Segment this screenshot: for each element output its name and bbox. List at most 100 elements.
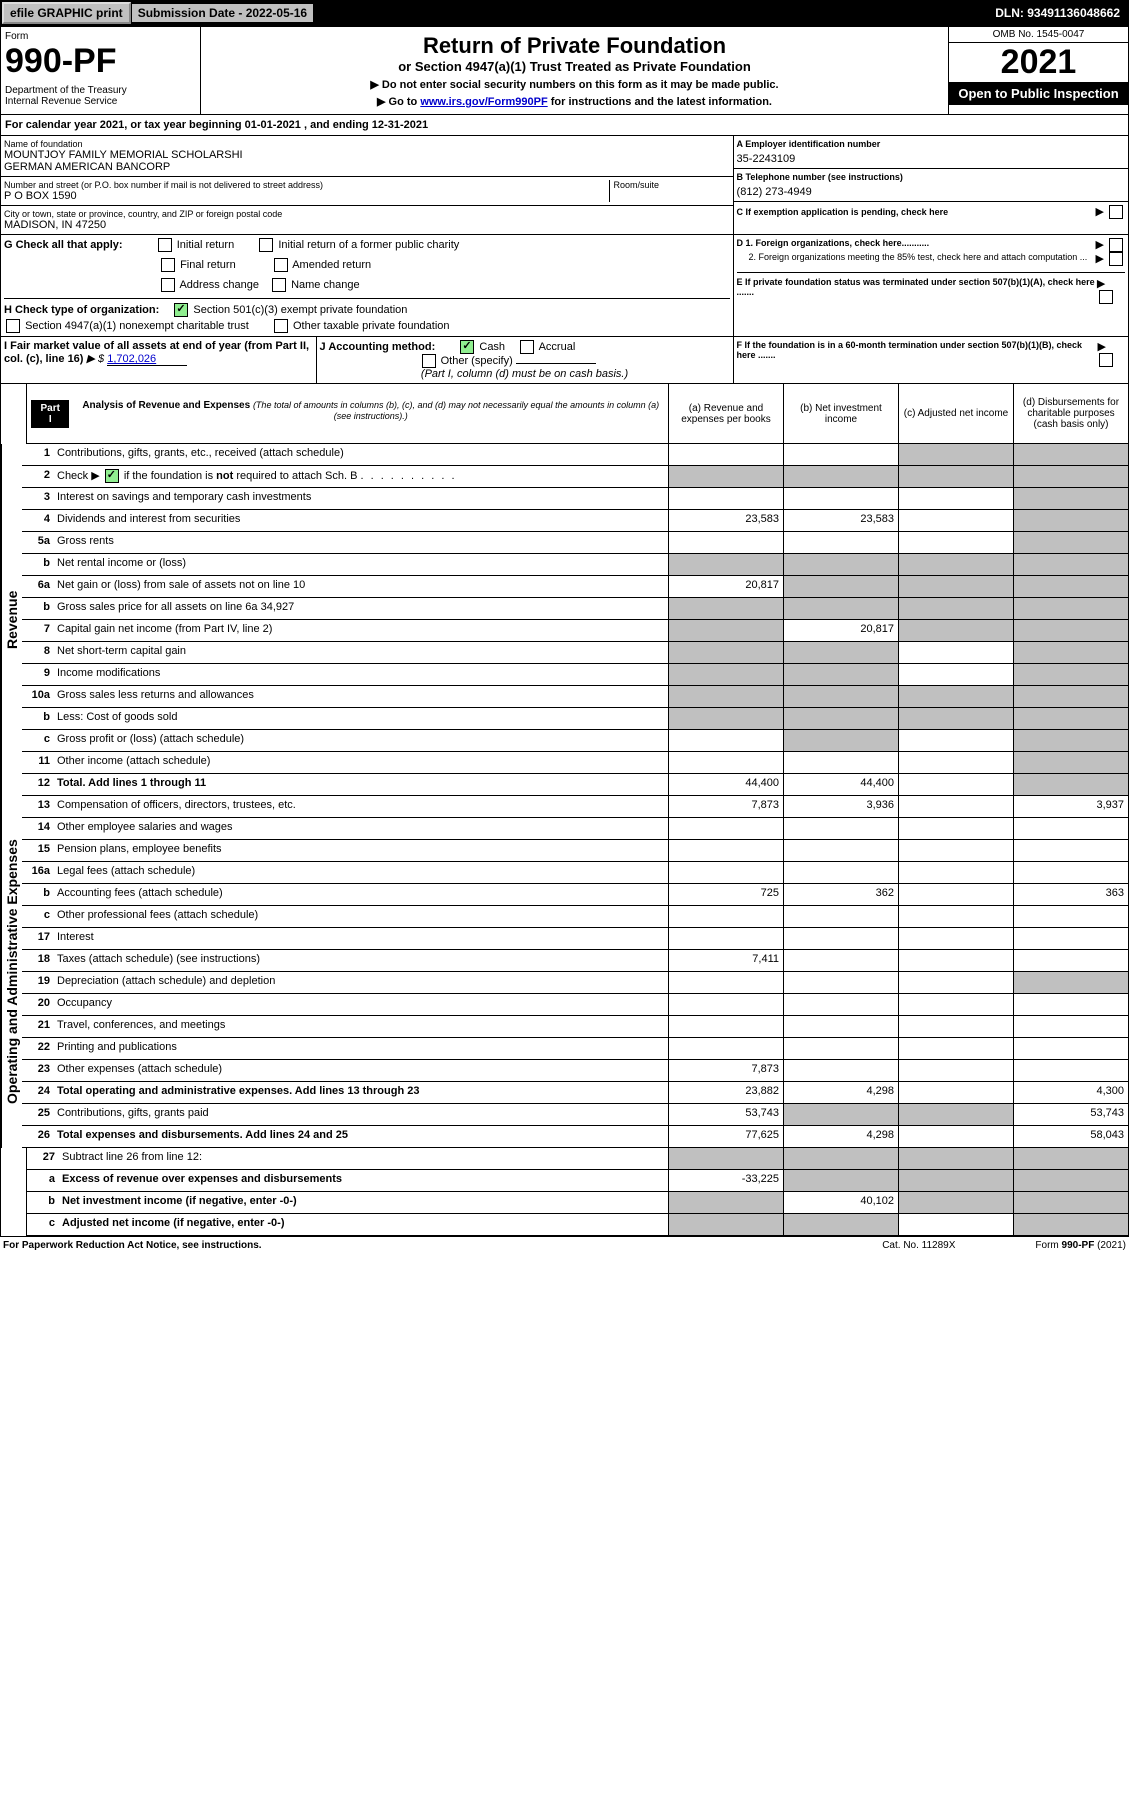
- line-number: 4: [22, 510, 54, 531]
- cell-value: 20,817: [668, 576, 783, 597]
- line-description: Net investment income (if negative, ente…: [59, 1192, 668, 1213]
- line-number: b: [22, 598, 54, 619]
- calendar-year: For calendar year 2021, or tax year begi…: [1, 115, 432, 135]
- cell-value: [668, 488, 783, 509]
- line-description: Interest on savings and temporary cash i…: [54, 488, 668, 509]
- cell-value: [783, 862, 898, 883]
- g-opt-0: Initial return: [177, 239, 234, 251]
- table-row: 14Other employee salaries and wages: [22, 818, 1128, 840]
- line-number: 10a: [22, 686, 54, 707]
- line-number: 22: [22, 1038, 54, 1059]
- line-description: Adjusted net income (if negative, enter …: [59, 1214, 668, 1235]
- cell-value: [1013, 686, 1128, 707]
- cell-value: [1013, 466, 1128, 487]
- i-value[interactable]: 1,702,026: [107, 353, 187, 366]
- line-description: Net short-term capital gain: [54, 642, 668, 663]
- h-4947-checkbox[interactable]: [6, 319, 20, 333]
- cell-value: [783, 730, 898, 751]
- line-description: Total expenses and disbursements. Add li…: [54, 1126, 668, 1147]
- cell-value: 23,583: [668, 510, 783, 531]
- cell-value: 7,873: [668, 796, 783, 817]
- g-initial-checkbox[interactable]: [158, 238, 172, 252]
- line-number: b: [22, 884, 54, 905]
- j-note: (Part I, column (d) must be on cash basi…: [320, 368, 730, 380]
- cell-value: 40,102: [783, 1192, 898, 1213]
- schb-checkbox[interactable]: [105, 469, 119, 483]
- cell-value: [898, 774, 1013, 795]
- h-501c3-checkbox[interactable]: [174, 303, 188, 317]
- h-opt-2: Section 4947(a)(1) nonexempt charitable …: [25, 320, 249, 332]
- cell-value: [1013, 972, 1128, 993]
- cell-value: [898, 1082, 1013, 1103]
- table-row: cOther professional fees (attach schedul…: [22, 906, 1128, 928]
- cell-value: [668, 1038, 783, 1059]
- table-row: 9Income modifications: [22, 664, 1128, 686]
- line-description: Contributions, gifts, grants, etc., rece…: [54, 444, 668, 465]
- line-description: Accounting fees (attach schedule): [54, 884, 668, 905]
- omb-number: OMB No. 1545-0047: [949, 27, 1128, 43]
- ein-label: A Employer identification number: [737, 139, 1125, 149]
- line-number: 3: [22, 488, 54, 509]
- open-public: Open to Public Inspection: [949, 82, 1128, 105]
- cell-value: [1013, 752, 1128, 773]
- dln-label: DLN: 93491136048662: [987, 4, 1128, 22]
- cell-value: [1013, 818, 1128, 839]
- cell-value: [898, 1038, 1013, 1059]
- table-row: 18Taxes (attach schedule) (see instructi…: [22, 950, 1128, 972]
- g-address-checkbox[interactable]: [161, 278, 175, 292]
- cell-value: [898, 994, 1013, 1015]
- efile-print-button[interactable]: efile GRAPHIC print: [2, 2, 131, 24]
- g-name-checkbox[interactable]: [272, 278, 286, 292]
- line-number: 9: [22, 664, 54, 685]
- d1-checkbox[interactable]: [1109, 238, 1123, 252]
- cell-value: 4,298: [783, 1126, 898, 1147]
- j-accrual: Accrual: [539, 341, 576, 353]
- cell-value: [898, 1104, 1013, 1125]
- line-description: Excess of revenue over expenses and disb…: [59, 1170, 668, 1191]
- cell-value: [1013, 840, 1128, 861]
- cell-value: [898, 1060, 1013, 1081]
- j-other-checkbox[interactable]: [422, 354, 436, 368]
- cell-value: [668, 994, 783, 1015]
- col-b-header: (b) Net investment income: [783, 384, 898, 443]
- irs-link[interactable]: www.irs.gov/Form990PF: [420, 96, 547, 108]
- cell-value: -33,225: [668, 1170, 783, 1191]
- table-row: cGross profit or (loss) (attach schedule…: [22, 730, 1128, 752]
- line-description: Contributions, gifts, grants paid: [54, 1104, 668, 1125]
- j-cash-checkbox[interactable]: [460, 340, 474, 354]
- f-checkbox[interactable]: [1099, 353, 1113, 367]
- cell-value: 3,937: [1013, 796, 1128, 817]
- d2-checkbox[interactable]: [1109, 252, 1123, 266]
- line-number: 16a: [22, 862, 54, 883]
- c-checkbox[interactable]: [1109, 205, 1123, 219]
- cell-value: [1013, 1148, 1128, 1169]
- h-label: H Check type of organization:: [4, 304, 159, 316]
- table-row: 1Contributions, gifts, grants, etc., rec…: [22, 444, 1128, 466]
- g-amended-checkbox[interactable]: [274, 258, 288, 272]
- line-description: Other professional fees (attach schedule…: [54, 906, 668, 927]
- line-description: Gross sales less returns and allowances: [54, 686, 668, 707]
- cell-value: [898, 928, 1013, 949]
- table-row: 6aNet gain or (loss) from sale of assets…: [22, 576, 1128, 598]
- cell-value: [898, 642, 1013, 663]
- line-number: b: [27, 1192, 59, 1213]
- line-description: Other employee salaries and wages: [54, 818, 668, 839]
- cell-value: [783, 972, 898, 993]
- phone-value: (812) 273-4949: [737, 182, 1125, 198]
- j-accrual-checkbox[interactable]: [520, 340, 534, 354]
- h-other-checkbox[interactable]: [274, 319, 288, 333]
- cell-value: [783, 664, 898, 685]
- table-row: cAdjusted net income (if negative, enter…: [27, 1214, 1128, 1236]
- cell-value: 53,743: [1013, 1104, 1128, 1125]
- subtract-section: 27Subtract line 26 from line 12:aExcess …: [0, 1148, 1129, 1237]
- cell-value: [668, 532, 783, 553]
- g-final-checkbox[interactable]: [161, 258, 175, 272]
- g-initial-former-checkbox[interactable]: [259, 238, 273, 252]
- tax-year: 2021: [949, 43, 1128, 82]
- e-checkbox[interactable]: [1099, 290, 1113, 304]
- cell-value: [668, 730, 783, 751]
- cell-value: [1013, 906, 1128, 927]
- cell-value: [898, 972, 1013, 993]
- table-row: bAccounting fees (attach schedule)725362…: [22, 884, 1128, 906]
- table-row: 16aLegal fees (attach schedule): [22, 862, 1128, 884]
